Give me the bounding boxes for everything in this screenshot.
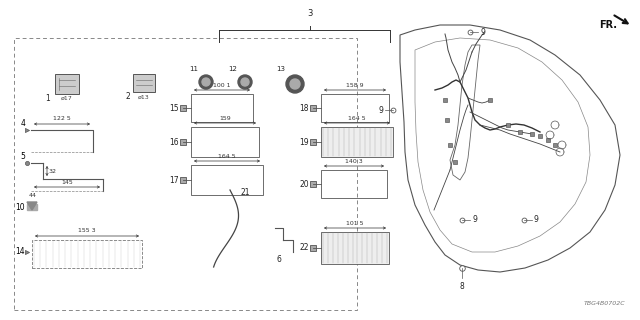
Circle shape <box>238 75 252 89</box>
Text: 11: 11 <box>189 66 198 72</box>
Circle shape <box>202 78 210 86</box>
Text: 12: 12 <box>228 66 237 72</box>
Text: 3: 3 <box>307 9 313 18</box>
Bar <box>191 94 253 122</box>
Text: 20: 20 <box>300 180 309 188</box>
Text: 13: 13 <box>276 66 285 72</box>
Text: 159: 159 <box>219 116 231 121</box>
Text: 17: 17 <box>170 175 179 185</box>
Text: 145: 145 <box>61 180 73 185</box>
Text: 32: 32 <box>49 169 57 173</box>
Text: TBG4B0702C: TBG4B0702C <box>584 301 625 306</box>
Text: 9: 9 <box>534 215 539 225</box>
Text: 5: 5 <box>20 152 25 161</box>
Bar <box>321 94 389 122</box>
Circle shape <box>199 75 213 89</box>
Polygon shape <box>27 202 37 210</box>
Text: 4: 4 <box>20 119 25 128</box>
Text: 21: 21 <box>240 188 250 197</box>
Bar <box>27 204 37 210</box>
Bar <box>32 240 142 268</box>
Bar <box>191 127 259 157</box>
Text: 22: 22 <box>300 244 309 252</box>
Text: 1: 1 <box>45 94 50 103</box>
Bar <box>191 165 263 195</box>
Bar <box>14 38 357 310</box>
Text: 15: 15 <box>170 103 179 113</box>
Text: 164 5: 164 5 <box>348 116 366 121</box>
Text: 16: 16 <box>170 138 179 147</box>
Text: 100 1: 100 1 <box>213 83 231 88</box>
Text: 158 9: 158 9 <box>346 83 364 88</box>
Text: 10: 10 <box>15 204 25 212</box>
Text: 8: 8 <box>460 282 465 291</box>
Text: 9: 9 <box>472 215 477 225</box>
Text: 2: 2 <box>125 92 130 101</box>
Bar <box>55 74 79 94</box>
Text: 19: 19 <box>300 138 309 147</box>
Text: 14: 14 <box>15 247 25 257</box>
Text: 44: 44 <box>29 193 37 198</box>
Text: 18: 18 <box>300 103 309 113</box>
Text: 122 5: 122 5 <box>53 116 71 121</box>
Circle shape <box>290 79 300 89</box>
Bar <box>321 170 387 198</box>
Text: 164 5: 164 5 <box>218 154 236 159</box>
Text: 9: 9 <box>480 28 485 36</box>
Bar <box>133 74 155 92</box>
Circle shape <box>241 78 249 86</box>
Text: 140 3: 140 3 <box>345 159 363 164</box>
Text: 155 3: 155 3 <box>78 228 96 233</box>
Circle shape <box>286 75 304 93</box>
Text: FR.: FR. <box>599 20 617 30</box>
Bar <box>321 232 389 264</box>
Text: 9: 9 <box>378 106 383 115</box>
Bar <box>321 127 393 157</box>
Text: 6: 6 <box>276 255 282 264</box>
Text: 101 5: 101 5 <box>346 221 364 226</box>
Text: ø17: ø17 <box>61 96 73 101</box>
Text: ø13: ø13 <box>138 95 150 100</box>
